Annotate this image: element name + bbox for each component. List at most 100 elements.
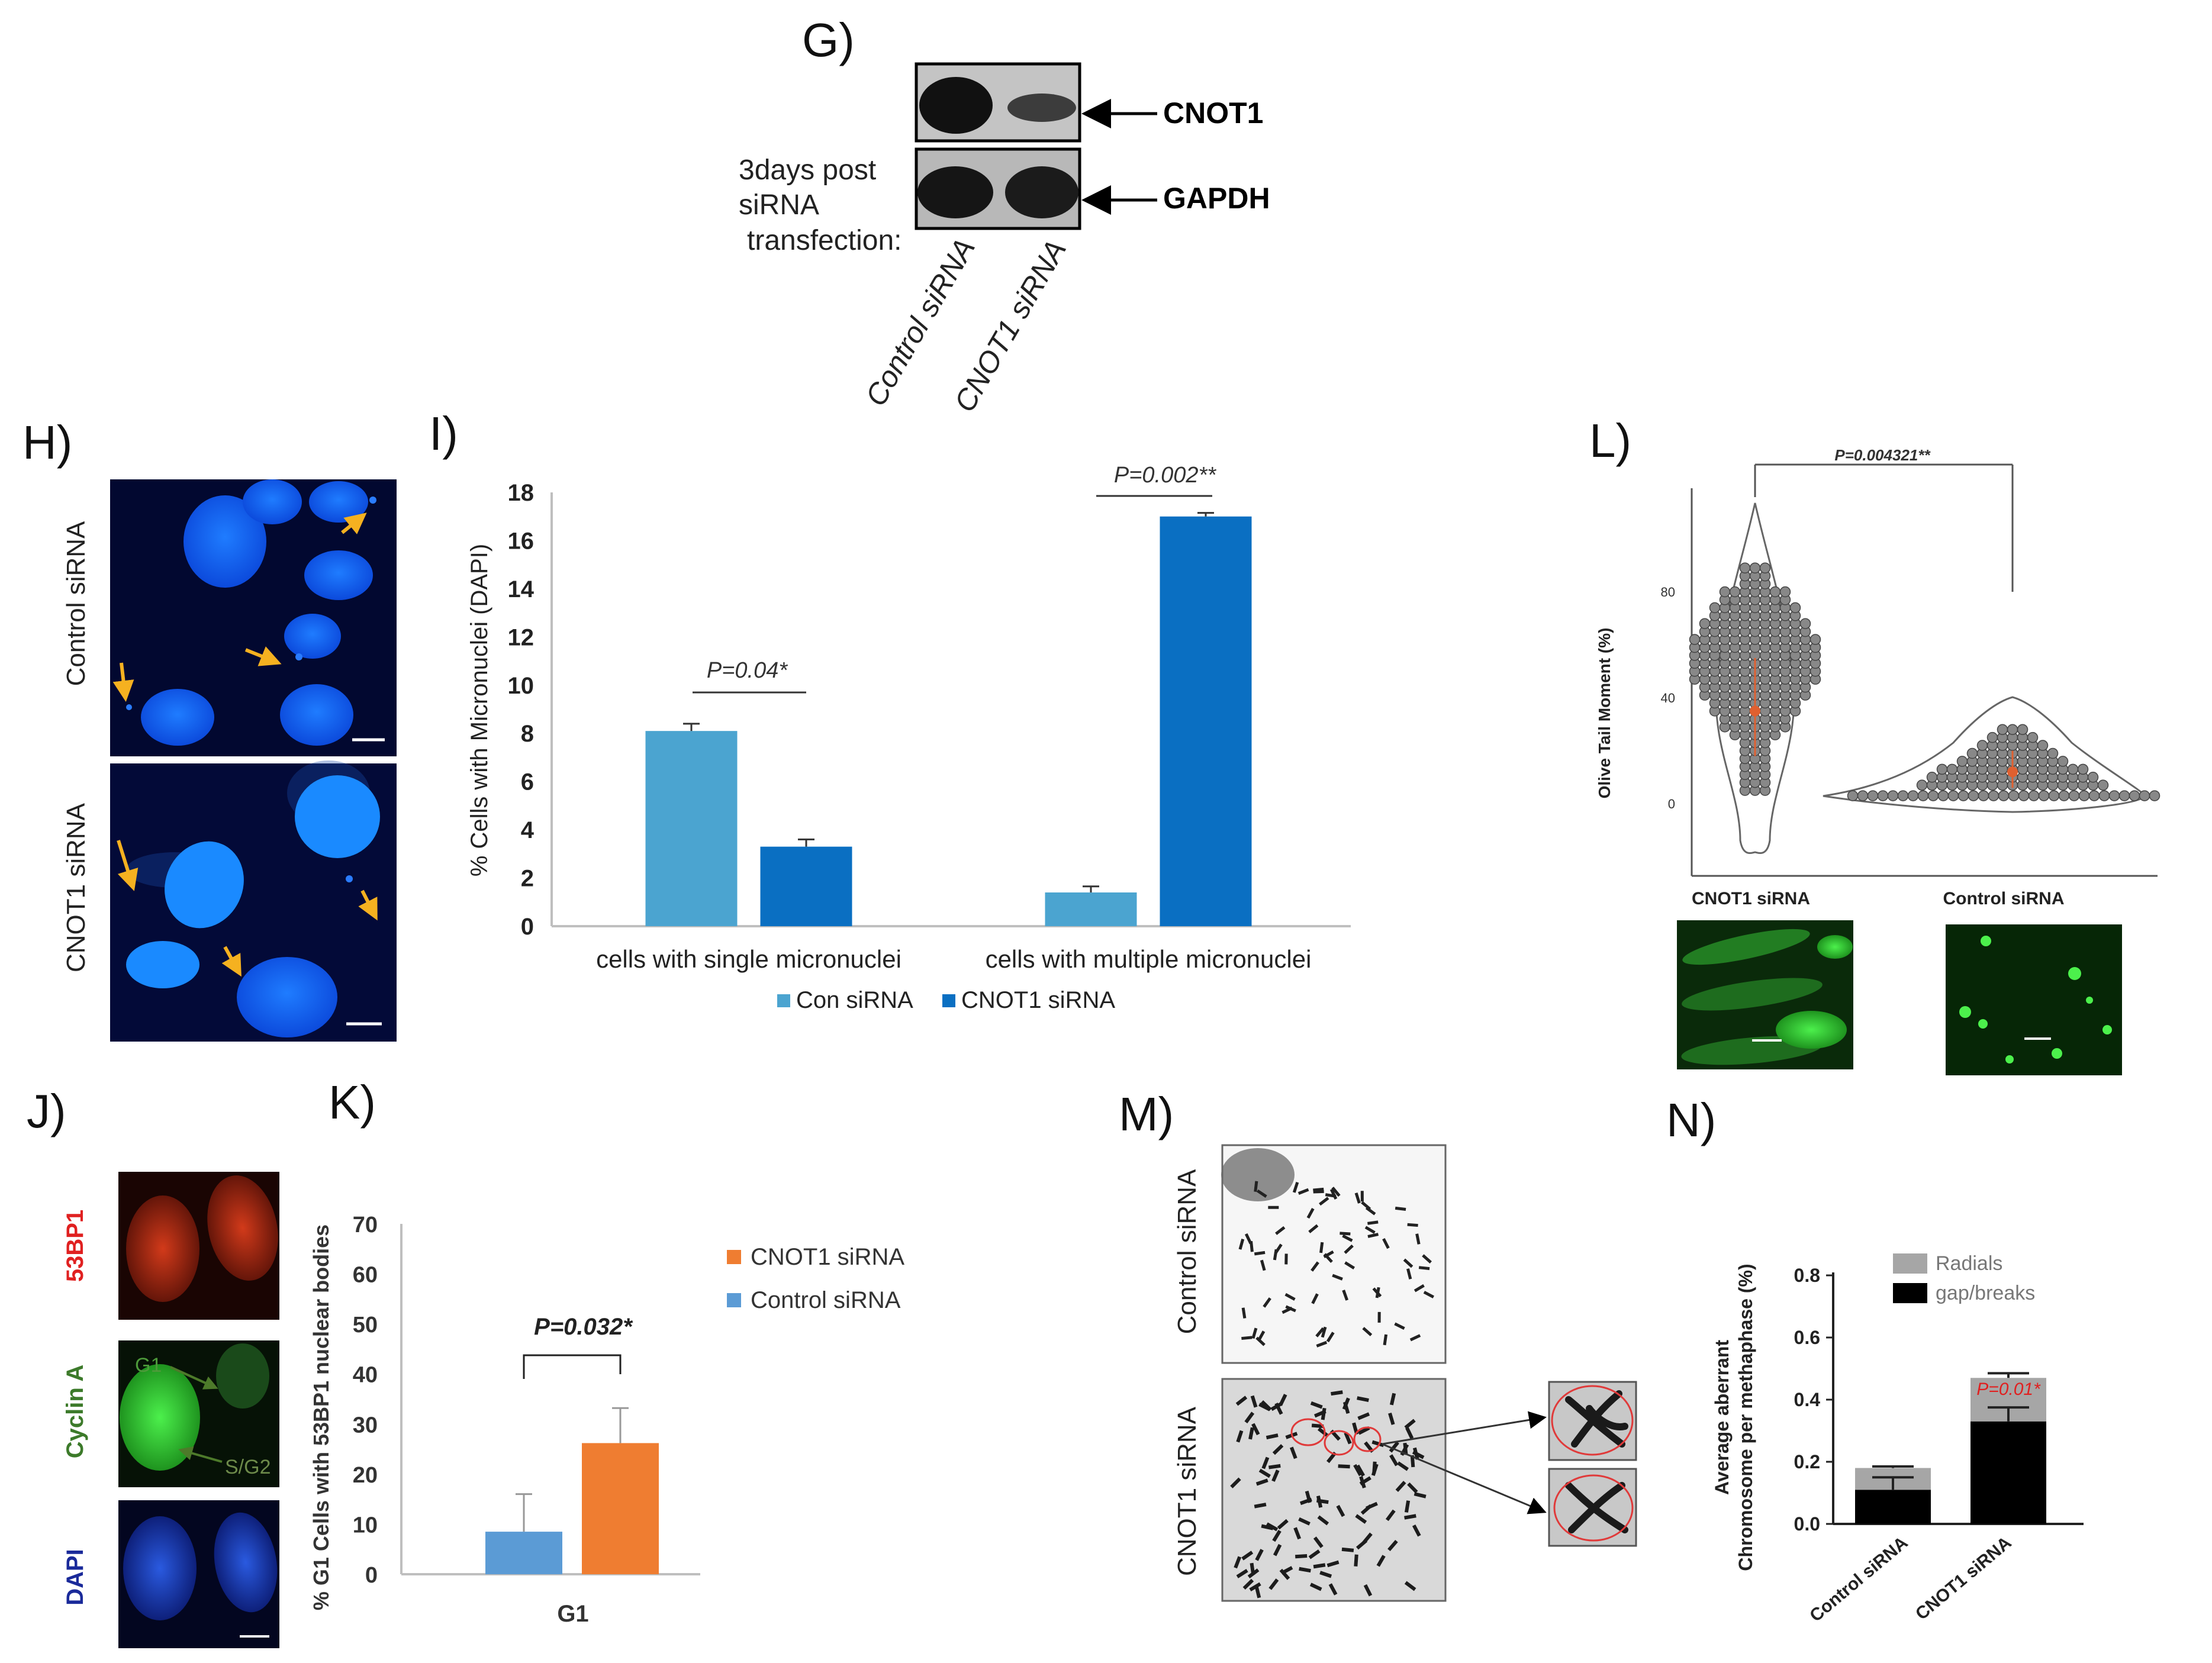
chromosome — [1235, 1395, 1248, 1406]
chart-n-bar-segment — [1970, 1421, 2046, 1524]
chart-i-bar — [1045, 892, 1137, 926]
chart-k-y-label: % G1 Cells with 53BP1 nuclear bodies — [309, 1224, 333, 1610]
chromosome — [1305, 1490, 1312, 1503]
chromosome — [1376, 1555, 1386, 1567]
chart-i-bars — [645, 516, 1252, 926]
chart-k-legend-cnot1: CNOT1 siRNA — [751, 1244, 904, 1270]
chart-i-bar — [760, 846, 852, 926]
chart-l-point — [1946, 763, 1958, 775]
chart-l-point — [2008, 790, 2020, 801]
chromosome — [1274, 1243, 1283, 1255]
chromosome — [1423, 1291, 1434, 1298]
chromosome — [1342, 1234, 1353, 1242]
chart-l-point — [2027, 731, 2039, 743]
annotation-sg2: S/G2 — [225, 1456, 271, 1478]
chart-l-point — [1997, 724, 2008, 735]
chart-l-point — [1847, 790, 1859, 801]
chromosome — [1321, 1326, 1327, 1338]
comet-image-cnot1 — [1677, 920, 1853, 1069]
chart-k: 0 10 20 30 40 50 60 70 G1 % G1 Cells with 53BP1… — [309, 1213, 904, 1627]
chart-i-legend-swatch-cnot1 — [942, 994, 955, 1007]
chart-k-y-ticks: 0 10 20 30 40 50 60 70 — [353, 1213, 378, 1588]
chromosome — [1254, 1585, 1261, 1598]
chromosome — [1326, 1332, 1335, 1343]
micrograph-h-control — [110, 479, 397, 756]
chromosome — [1336, 1504, 1345, 1517]
chromosome — [1314, 1410, 1326, 1418]
chart-l-point — [2037, 740, 2049, 751]
chart-k-y-tick: 30 — [353, 1413, 378, 1438]
chart-l-y-label: Olive Tail Moment (%) — [1595, 628, 1614, 799]
panel-label-h: H) — [22, 416, 72, 469]
chart-l-point — [1877, 790, 1889, 801]
chart-n-y-tick: 0.6 — [1794, 1327, 1820, 1348]
row-label-h-cnot1: CNOT1 siRNA — [62, 803, 91, 972]
chromosome — [1341, 1547, 1354, 1552]
band-cnot1-cnot1 — [1007, 94, 1076, 122]
chromosome — [1275, 1226, 1286, 1235]
chromosome — [1242, 1578, 1254, 1590]
chromosome — [1289, 1446, 1297, 1459]
chart-l-point — [1986, 731, 1998, 743]
chromosome — [1407, 1223, 1418, 1227]
chart-l-point — [2068, 790, 2080, 801]
chart-k-legend-swatch-cnot1 — [727, 1250, 741, 1264]
chart-l-point — [2129, 790, 2140, 801]
chart-l-point — [1799, 618, 1811, 629]
chromosome — [1251, 1327, 1258, 1339]
chromosome — [1250, 1395, 1258, 1408]
chart-l-point — [1936, 763, 1948, 775]
comet-image-control — [1946, 924, 2122, 1075]
chromosome — [1403, 1442, 1408, 1455]
chromosome — [1342, 1397, 1350, 1410]
chart-l-point — [2057, 756, 2069, 767]
chart-n-y-tick: 0.4 — [1794, 1389, 1821, 1410]
chart-n-y-label-2: Chromosome per methaphase (%) — [1735, 1264, 1756, 1571]
chromosome — [1365, 1206, 1376, 1216]
chart-l-point — [1867, 790, 1879, 801]
chromosome — [1332, 1274, 1343, 1281]
channel-label-dapi: DAPI — [62, 1549, 88, 1606]
chromosome — [1282, 1306, 1293, 1314]
chromosome — [1422, 1254, 1432, 1264]
panel-label-m: M) — [1119, 1088, 1174, 1140]
chart-k-y-tick: 20 — [353, 1463, 378, 1488]
chart-l-point — [1759, 562, 1771, 573]
chart-l-point — [2058, 790, 2070, 801]
chart-l-point — [2018, 790, 2030, 801]
chromosome — [1357, 1412, 1370, 1420]
chart-l-point — [1689, 634, 1701, 645]
chromosome — [1284, 1253, 1288, 1265]
chart-l-point — [1857, 790, 1869, 801]
chromosome — [1299, 1567, 1311, 1573]
chromosome — [1344, 1261, 1355, 1270]
chart-l-point — [2108, 790, 2120, 801]
chromosome — [1310, 1401, 1323, 1409]
chromosome — [1338, 1464, 1350, 1469]
chromosome — [1363, 1584, 1373, 1597]
chromosome — [1328, 1583, 1338, 1596]
metaphase-control — [1221, 1144, 1447, 1364]
metaphase-zoom-2 — [1548, 1468, 1637, 1547]
chromosome — [1403, 1258, 1414, 1268]
chart-i-legend-cnot1: CNOT1 siRNA — [961, 987, 1115, 1013]
chart-i-pvalue-2: P=0.002** — [1114, 463, 1216, 488]
panel-label-l: L) — [1589, 414, 1631, 467]
chromosome — [1317, 1427, 1329, 1438]
chromosome — [1360, 1191, 1364, 1202]
chart-l-point — [1927, 790, 1939, 801]
channel-label-53bp1: 53BP1 — [62, 1210, 88, 1282]
chart-l-y-tick: 80 — [1661, 585, 1675, 600]
chart-i-y-tick: 6 — [521, 769, 534, 795]
chromosome — [1313, 1187, 1324, 1192]
chart-l-point — [2077, 763, 2089, 775]
chart-l-point — [1809, 634, 1821, 645]
chart-i-y-ticks: 0 2 4 6 8 10 12 14 16 18 — [508, 480, 535, 940]
panel-label-n: N) — [1666, 1094, 1716, 1146]
micrograph-j-53bp1 — [118, 1172, 279, 1320]
chart-l-point — [2078, 790, 2090, 801]
chromosome — [1254, 1251, 1266, 1256]
chromosome — [1234, 1556, 1242, 1569]
chart-n-y-tick: 0.2 — [1794, 1451, 1820, 1472]
metaphase-control-chromosomes — [1238, 1181, 1434, 1348]
